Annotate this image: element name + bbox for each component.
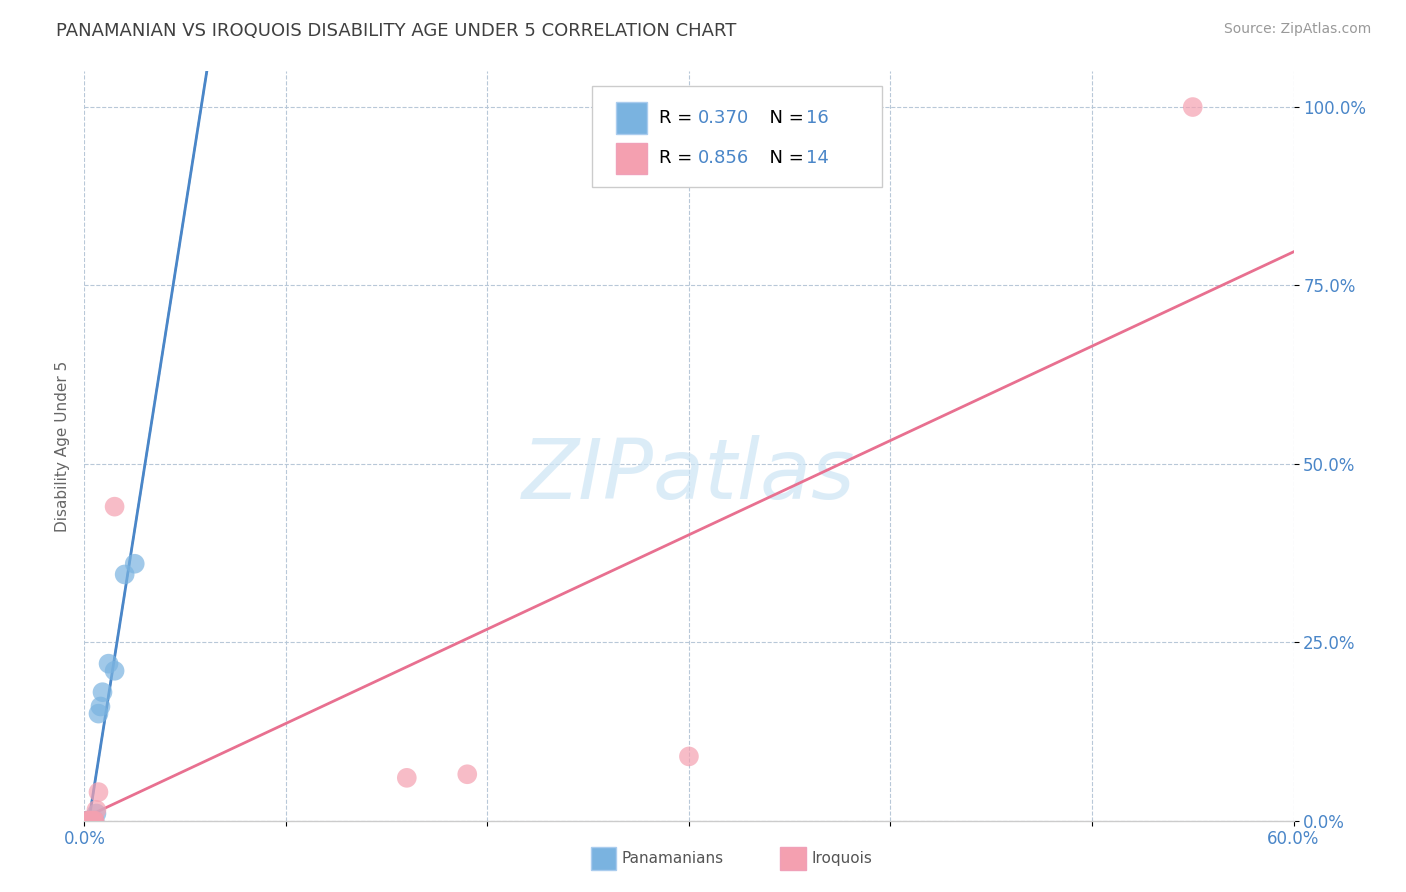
Text: N =: N = [758,109,810,127]
FancyBboxPatch shape [616,103,647,134]
Point [87,785,110,799]
Point [124,557,146,571]
Text: 0.856: 0.856 [697,150,748,168]
Text: Iroquois: Iroquois [811,852,872,866]
Point [79,814,101,828]
Point [77,814,100,828]
Point [89,699,111,714]
Point [77,814,100,828]
Point [104,664,127,678]
Text: Panamanians: Panamanians [621,852,724,866]
Point [79,814,101,828]
Point [456,767,478,781]
Point [79,814,101,828]
FancyBboxPatch shape [616,143,647,174]
Point [97,657,120,671]
Text: R =: R = [659,150,697,168]
Point [83,814,105,828]
Point [87,706,110,721]
Point [77,814,100,828]
Text: 16: 16 [806,109,830,127]
Point [104,500,127,514]
Y-axis label: Disability Age Under 5: Disability Age Under 5 [55,360,70,532]
Point [83,814,105,828]
Point [1181,100,1204,114]
Point [82,814,104,828]
Text: ZIPatlas: ZIPatlas [522,435,856,516]
Point [395,771,418,785]
Point [114,567,136,582]
Point [86,806,108,821]
Point [678,749,700,764]
Text: N =: N = [758,150,810,168]
Point [82,814,104,828]
Point [83,814,105,828]
Point [83,814,105,828]
Point [75,814,97,828]
Text: Source: ZipAtlas.com: Source: ZipAtlas.com [1223,22,1371,37]
Text: 0.370: 0.370 [697,109,748,127]
Text: 14: 14 [806,150,830,168]
Point [86,803,108,817]
Point [91,685,114,699]
Point [79,814,101,828]
Text: R =: R = [659,109,697,127]
Text: PANAMANIAN VS IROQUOIS DISABILITY AGE UNDER 5 CORRELATION CHART: PANAMANIAN VS IROQUOIS DISABILITY AGE UN… [56,22,737,40]
Point [75,814,97,828]
FancyBboxPatch shape [592,87,883,187]
